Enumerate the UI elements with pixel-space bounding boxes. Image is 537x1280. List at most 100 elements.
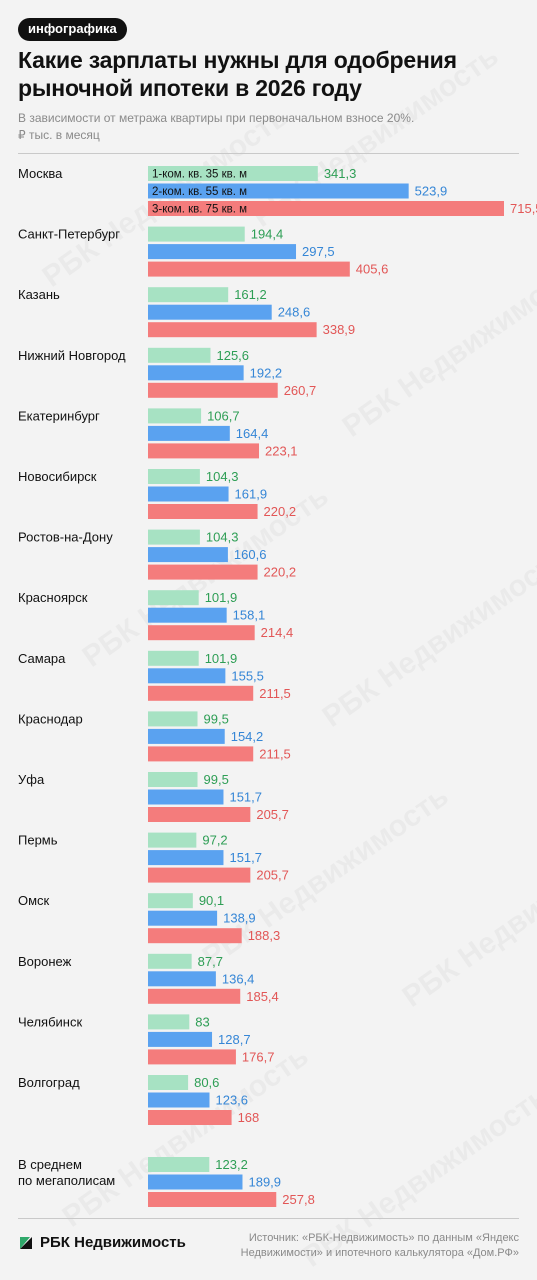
bar [148,408,202,424]
data-label: 83 [195,1014,209,1029]
data-label: 158,1 [233,608,266,623]
data-label: 341,3 [324,166,357,181]
data-label: 154,2 [231,729,264,744]
bar [148,443,260,459]
bar [148,711,198,727]
bar [148,928,242,944]
bar [148,425,230,441]
data-label: 161,9 [235,487,268,502]
bar [148,772,198,787]
bar [148,988,241,1004]
bar [148,1049,236,1065]
data-label: 260,7 [284,383,317,398]
category-label: Челябинск [18,1014,82,1029]
data-label: 176,7 [242,1049,275,1064]
bar [148,1110,232,1125]
rbc-logo-icon [20,1236,32,1249]
bar-chart: Москва 341,3 1-ком. кв. 35 кв. м 523,9 2-ком… [18,166,537,1207]
data-label: 125,6 [216,348,249,363]
data-label: 87,7 [198,954,223,969]
data-label: 99,5 [204,711,229,726]
category-label: Уфа [18,772,45,787]
data-label: 192,2 [250,365,283,380]
data-label: 185,4 [246,989,279,1004]
data-label: 155,5 [231,668,264,683]
bar [148,971,216,987]
data-label: 297,5 [302,244,335,259]
bar [148,668,226,684]
category-label: Воронеж [18,954,72,969]
data-label: 211,5 [259,746,291,761]
bar [148,867,251,883]
bar [148,166,318,181]
legend-label: 1-ком. кв. 35 кв. м [152,169,247,181]
data-label: 160,6 [234,547,267,562]
data-label: 151,7 [229,850,262,865]
data-label: 123,2 [215,1157,248,1172]
bar [148,382,278,398]
bar [148,322,317,338]
bar [148,469,200,484]
bar [148,625,255,641]
data-label: 188,3 [248,928,281,943]
data-label: 194,4 [251,227,284,242]
rbc-logo: РБК Недвижимость [18,1234,186,1251]
data-label: 223,1 [265,443,298,458]
bar [148,1031,213,1047]
data-label: 205,7 [256,868,289,883]
rbc-logo-text: РБК Недвижимость [40,1234,186,1251]
bar [148,304,272,320]
bar [148,910,218,926]
source-note: Источник: «РБК-Недвижимость» по данным «… [229,1231,519,1261]
page-title: Какие зарплаты нужны для одобрения рыноч… [18,47,457,101]
data-label: 715,5 [510,201,537,216]
bar [148,1075,189,1090]
bar [148,789,224,805]
bar [148,1192,277,1207]
category-label: Пермь [18,833,58,848]
data-label: 128,7 [218,1032,251,1047]
bar [148,244,297,260]
bar [148,201,504,216]
data-label: 151,7 [229,790,262,805]
top-divider [18,153,519,154]
bar [148,1157,210,1172]
category-label: Санкт-Петербург [18,227,120,242]
bar [148,365,244,381]
data-label: 104,3 [206,469,239,484]
data-label: 220,2 [264,504,297,519]
bar [148,1014,190,1030]
data-label: 161,2 [234,287,267,302]
data-label: 338,9 [323,322,356,337]
data-label: 523,9 [415,184,448,199]
data-label: 101,9 [205,651,238,666]
bar [148,590,199,606]
bar [148,529,200,545]
legend-label: 3-ком. кв. 75 кв. м [152,204,247,216]
subtitle-line-1: В зависимости от метража квартиры при пе… [18,111,415,125]
category-label: Самара [18,651,66,666]
data-label: 80,6 [194,1075,219,1090]
category-label: Екатеринбург [18,408,100,423]
data-label: 123,6 [215,1093,248,1108]
bar [148,1174,243,1190]
bar [148,832,197,848]
bar [148,728,225,744]
data-label: 99,5 [204,772,229,787]
bar [148,953,192,969]
bar [148,261,350,277]
category-label: Ростов-на-Дону [18,530,113,545]
bar [148,504,258,519]
bar [148,226,245,242]
data-label: 90,1 [199,893,224,908]
bar [148,685,254,701]
bar [148,1092,210,1108]
bar [148,564,258,580]
data-label: 248,6 [278,305,311,320]
bottom-divider [18,1218,519,1219]
data-label: 106,7 [207,408,240,423]
infographic-tag: инфографика [18,18,127,41]
subtitle-unit: ₽ тыс. в месяц [18,128,100,142]
category-label: Казань [18,287,60,302]
bar [148,807,251,822]
